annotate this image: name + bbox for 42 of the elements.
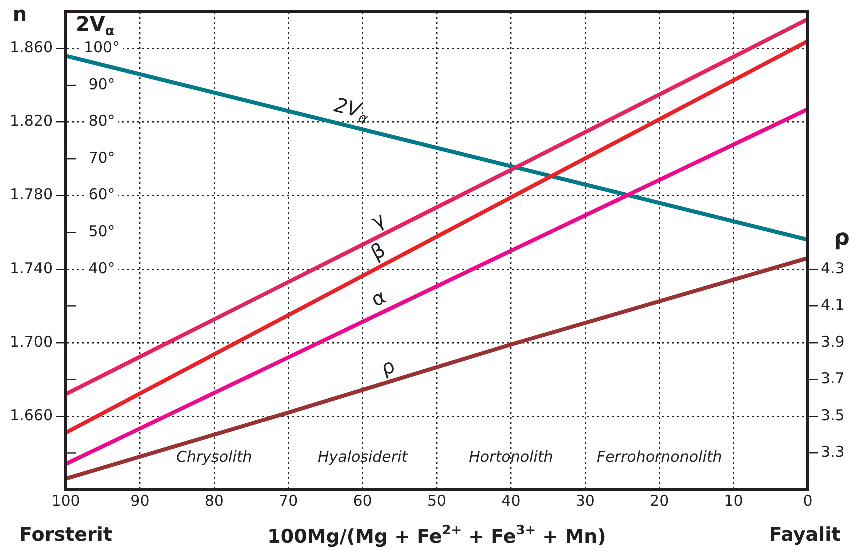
- y-tick-label: 1.660: [10, 406, 53, 424]
- y-tick-label: 1.820: [10, 112, 53, 130]
- annotation: Ferrohornonolith: [596, 448, 722, 466]
- y2-tick-label: 4.3: [821, 259, 845, 278]
- x-tick-label: 50: [427, 492, 447, 510]
- x-tick-label: 80: [204, 492, 224, 510]
- x-tick-label: 0: [803, 492, 813, 510]
- y-tick-label: 1.700: [10, 332, 53, 351]
- x-tick-label: 90: [130, 492, 150, 510]
- y2-axis-title: ρ: [834, 226, 850, 252]
- y3-tick-label: 90°: [88, 75, 116, 94]
- y3-tick-label: 100°: [84, 38, 120, 57]
- y-tick-label: 1.740: [10, 259, 53, 278]
- x-tick-label: 100: [52, 492, 80, 510]
- y2-tick-label: 3.9: [821, 332, 845, 351]
- annotation: Chrysolith: [176, 448, 252, 466]
- y2-tick-label: 4.1: [821, 296, 845, 314]
- y-axis-title: n: [12, 2, 28, 26]
- text: α: [368, 284, 390, 312]
- y3-tick-label: 70°: [88, 148, 116, 167]
- text: γ: [368, 206, 390, 234]
- x-tick-label: 60: [353, 492, 372, 510]
- y3-tick-label: 80°: [88, 112, 116, 130]
- text: Fayalit: [769, 524, 841, 546]
- y-tick-label: 1.780: [10, 186, 53, 204]
- y2-tick-label: 3.7: [821, 370, 845, 388]
- y3-tick-label: 60°: [88, 186, 116, 204]
- x-tick-label: 40: [502, 492, 521, 510]
- y-tick-label: 1.860: [10, 38, 53, 57]
- x-tick-label: 30: [576, 492, 595, 510]
- text: Forsterit: [20, 524, 112, 546]
- annotation: Hyalosiderit: [318, 448, 409, 466]
- x-tick-label: 20: [650, 492, 670, 510]
- x-tick-label: 70: [279, 492, 298, 510]
- y2-tick-label: 3.5: [821, 406, 845, 424]
- annotation: Hortonolith: [469, 448, 554, 466]
- x-tick-label: 10: [724, 492, 744, 510]
- text: ρ: [378, 354, 398, 380]
- text: β: [366, 238, 390, 265]
- y3-tick-label: 40°: [88, 259, 116, 278]
- y3-tick-label: 50°: [88, 222, 116, 241]
- y2-tick-label: 3.3: [821, 443, 845, 462]
